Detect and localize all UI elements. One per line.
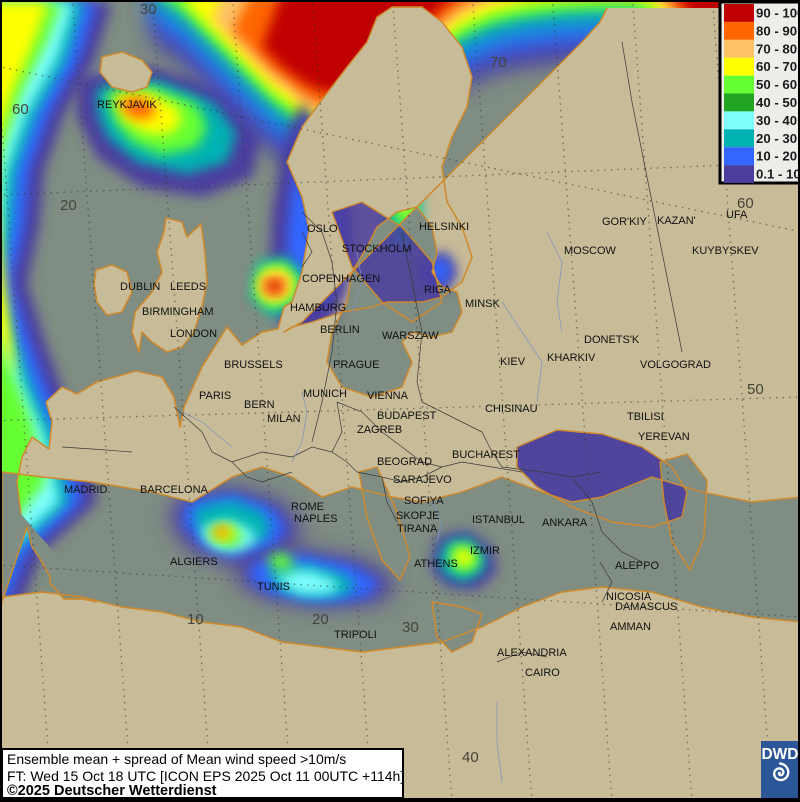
svg-text:DWD: DWD — [761, 746, 798, 763]
svg-text:TBILISI: TBILISI — [627, 411, 664, 423]
svg-text:MOSCOW: MOSCOW — [564, 245, 617, 257]
svg-text:CAIRO: CAIRO — [525, 667, 560, 679]
svg-text:RIGA: RIGA — [424, 284, 452, 296]
svg-text:DONETS'K: DONETS'K — [584, 334, 640, 346]
svg-text:UFA: UFA — [726, 209, 748, 221]
svg-text:GOR'KIY: GOR'KIY — [602, 216, 648, 228]
svg-text:VIENNA: VIENNA — [367, 390, 409, 402]
svg-text:LEEDS: LEEDS — [170, 281, 206, 293]
svg-text:©2025 Deutscher Wetterdienst: ©2025 Deutscher Wetterdienst — [7, 783, 217, 798]
svg-text:60: 60 — [12, 101, 29, 118]
svg-text:FT: Wed 15 Oct 18 UTC [ICON EP: FT: Wed 15 Oct 18 UTC [ICON EPS 2025 Oct… — [7, 768, 404, 784]
svg-text:BIRMINGHAM: BIRMINGHAM — [142, 306, 214, 318]
svg-text:ALEPPO: ALEPPO — [615, 560, 659, 572]
svg-text:BARCELONA: BARCELONA — [140, 484, 209, 496]
svg-text:ZAGREB: ZAGREB — [357, 424, 402, 436]
svg-text:KAZAN': KAZAN' — [657, 215, 696, 227]
svg-text:VOLGOGRAD: VOLGOGRAD — [640, 359, 711, 371]
svg-text:10: 10 — [187, 611, 204, 628]
svg-text:REYKJAVIK: REYKJAVIK — [97, 99, 157, 111]
svg-text:ATHENS: ATHENS — [414, 558, 458, 570]
svg-text:KIEV: KIEV — [500, 356, 526, 368]
svg-text:DUBLIN: DUBLIN — [120, 281, 160, 293]
svg-text:LONDON: LONDON — [170, 328, 217, 340]
svg-text:PARIS: PARIS — [199, 390, 231, 402]
svg-text:30: 30 — [140, 2, 157, 18]
svg-text:ISTANBUL: ISTANBUL — [472, 514, 525, 526]
svg-text:20 - 30: 20 - 30 — [756, 131, 797, 146]
svg-text:COPENHAGEN: COPENHAGEN — [302, 273, 380, 285]
svg-text:50 - 60: 50 - 60 — [756, 77, 797, 92]
svg-text:BUCHAREST: BUCHAREST — [452, 449, 520, 461]
svg-text:KUYBYSKEV: KUYBYSKEV — [692, 245, 759, 257]
svg-text:TRIPOLI: TRIPOLI — [334, 629, 377, 641]
svg-text:HELSINKI: HELSINKI — [419, 221, 469, 233]
svg-text:YEREVAN: YEREVAN — [638, 431, 690, 443]
svg-text:BERLIN: BERLIN — [320, 324, 360, 336]
svg-text:SKOPJE: SKOPJE — [396, 510, 439, 522]
svg-text:ALGIERS: ALGIERS — [170, 556, 218, 568]
svg-text:ALEXANDRIA: ALEXANDRIA — [497, 647, 567, 659]
svg-text:HAMBURG: HAMBURG — [290, 302, 346, 314]
svg-text:40 - 50: 40 - 50 — [756, 95, 797, 110]
svg-text:AMMAN: AMMAN — [610, 621, 651, 633]
svg-text:0.1 - 10 %: 0.1 - 10 % — [756, 167, 798, 182]
svg-text:BERN: BERN — [244, 399, 275, 411]
svg-text:MUNICH: MUNICH — [303, 388, 347, 400]
svg-text:Ensemble mean + spread of Mean: Ensemble mean + spread of Mean wind spee… — [7, 751, 346, 767]
svg-text:50: 50 — [747, 381, 764, 398]
svg-text:NAPLES: NAPLES — [294, 513, 337, 525]
svg-text:BEOGRAD: BEOGRAD — [377, 456, 432, 468]
svg-text:80 - 90: 80 - 90 — [756, 23, 797, 38]
svg-text:KHARKIV: KHARKIV — [547, 352, 596, 364]
svg-text:90 - 100 %: 90 - 100 % — [756, 6, 798, 21]
svg-text:60 - 70: 60 - 70 — [756, 59, 797, 74]
svg-text:MINSK: MINSK — [465, 298, 501, 310]
svg-text:TIRANA: TIRANA — [397, 523, 438, 535]
svg-text:10 - 20: 10 - 20 — [756, 149, 797, 164]
svg-text:30: 30 — [402, 619, 419, 636]
svg-text:WARSZAW: WARSZAW — [382, 330, 439, 342]
svg-text:MADRID: MADRID — [64, 484, 107, 496]
svg-text:CHISINAU: CHISINAU — [485, 403, 538, 415]
svg-text:SARAJEVO: SARAJEVO — [393, 474, 452, 486]
svg-text:ROME: ROME — [291, 501, 324, 513]
svg-text:STOCKHOLM: STOCKHOLM — [342, 243, 411, 255]
svg-text:PRAGUE: PRAGUE — [333, 359, 379, 371]
svg-text:BRUSSELS: BRUSSELS — [224, 359, 283, 371]
svg-text:BUDAPEST: BUDAPEST — [377, 410, 437, 422]
svg-text:20: 20 — [60, 197, 77, 214]
svg-text:MILAN: MILAN — [267, 413, 301, 425]
svg-text:40: 40 — [462, 749, 479, 766]
svg-text:20: 20 — [312, 611, 329, 628]
svg-text:DAMASCUS: DAMASCUS — [615, 601, 677, 613]
svg-text:IZMIR: IZMIR — [470, 545, 500, 557]
svg-text:70 - 80: 70 - 80 — [756, 41, 797, 56]
svg-text:30 - 40: 30 - 40 — [756, 113, 797, 128]
svg-text:OSLO: OSLO — [307, 223, 338, 235]
svg-text:ANKARA: ANKARA — [542, 517, 588, 529]
svg-text:SOFIYA: SOFIYA — [404, 495, 444, 507]
svg-text:70: 70 — [490, 54, 507, 71]
svg-text:TUNIS: TUNIS — [257, 581, 290, 593]
